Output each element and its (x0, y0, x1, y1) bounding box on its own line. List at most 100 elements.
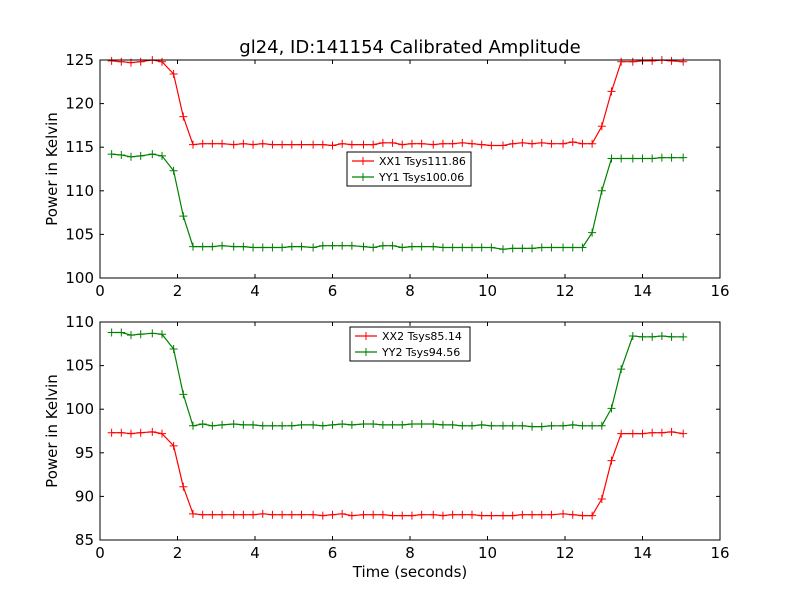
data-point (388, 511, 397, 520)
data-point (568, 510, 577, 519)
data-point (438, 139, 447, 148)
y-axis-label: Power in Kelvin (43, 112, 61, 226)
data-point (499, 511, 507, 520)
data-point (528, 510, 537, 519)
data-point (648, 332, 657, 341)
data-point (328, 141, 337, 150)
data-point (208, 139, 217, 148)
data-point (169, 345, 178, 354)
data-point (499, 421, 507, 430)
data-point (208, 510, 217, 519)
data-point (477, 140, 486, 149)
data-point (477, 243, 486, 252)
data-point (347, 140, 356, 149)
data-point (568, 420, 577, 429)
data-point (127, 429, 135, 438)
data-point (597, 186, 606, 195)
y-tick-label: 125 (65, 51, 94, 69)
data-point (388, 420, 397, 429)
data-point (547, 243, 556, 252)
data-point (458, 421, 467, 430)
data-point (198, 139, 207, 148)
series-line-2 (111, 153, 684, 250)
data-point (417, 420, 426, 429)
x-tick-label: 0 (95, 544, 105, 562)
legend-marker (359, 157, 367, 165)
data-point (628, 429, 637, 438)
data-point (407, 242, 416, 251)
y-tick-label: 85 (75, 531, 94, 549)
data-point (287, 242, 296, 251)
data-point (537, 422, 546, 431)
data-point (239, 139, 248, 148)
data-point (407, 139, 416, 148)
data-point (518, 510, 527, 519)
data-point (617, 57, 626, 66)
data-point (218, 241, 227, 250)
data-point (398, 243, 407, 252)
x-tick-label: 10 (478, 282, 497, 300)
data-point (679, 429, 688, 438)
data-point (258, 509, 267, 518)
data-point (597, 421, 606, 430)
data-point (359, 242, 368, 251)
data-point (458, 243, 467, 252)
data-point (448, 510, 457, 519)
series-markers-2 (107, 328, 688, 431)
data-point (578, 511, 587, 520)
data-point (607, 404, 616, 413)
data-point (638, 154, 647, 163)
data-point (438, 420, 447, 429)
x-tick-label: 6 (328, 544, 338, 562)
data-point (309, 420, 318, 429)
data-point (667, 332, 676, 341)
data-point (136, 428, 145, 437)
data-point (378, 420, 387, 429)
data-point (198, 420, 207, 429)
data-point (268, 421, 277, 430)
y-tick-label: 110 (65, 182, 94, 200)
legend-entry: YY1 Tsys100.06 (378, 171, 464, 184)
data-point (347, 511, 356, 520)
data-point (438, 243, 447, 252)
data-point (528, 422, 537, 431)
data-point (508, 511, 517, 520)
data-point (568, 243, 577, 252)
bottom-axes: 0 2 4 6 8 10 12 14 16 85 90 95 100 105 110 Power in Kel… (43, 313, 730, 581)
data-point (369, 510, 378, 519)
x-tick-label: 8 (405, 282, 415, 300)
data-point (559, 139, 568, 148)
y-tick-label: 115 (65, 138, 94, 156)
data-point (369, 140, 378, 149)
data-point (309, 510, 318, 519)
data-point (218, 139, 227, 148)
data-point (398, 511, 407, 520)
chart-title: gl24, ID:141154 Calibrated Amplitude (239, 37, 580, 58)
data-point (239, 420, 248, 429)
x-tick-label: 14 (633, 544, 652, 562)
data-point (158, 57, 166, 66)
data-point (477, 420, 486, 429)
legend-marker (359, 173, 367, 181)
data-point (338, 420, 347, 429)
data-point (169, 166, 178, 175)
data-point (547, 510, 556, 519)
data-point (318, 241, 327, 250)
data-point (268, 140, 277, 149)
data-point (268, 510, 277, 519)
x-tick-label: 12 (555, 282, 574, 300)
data-point (208, 421, 217, 430)
data-point (239, 510, 248, 519)
data-point (249, 420, 258, 429)
data-point (458, 138, 467, 147)
data-point (617, 429, 626, 438)
x-tick-label: 4 (250, 544, 260, 562)
legend-marker (362, 348, 370, 356)
data-point (249, 243, 258, 252)
data-point (249, 140, 258, 149)
data-point (287, 140, 296, 149)
data-point (158, 151, 166, 160)
data-point (448, 243, 457, 252)
data-point (117, 151, 126, 160)
